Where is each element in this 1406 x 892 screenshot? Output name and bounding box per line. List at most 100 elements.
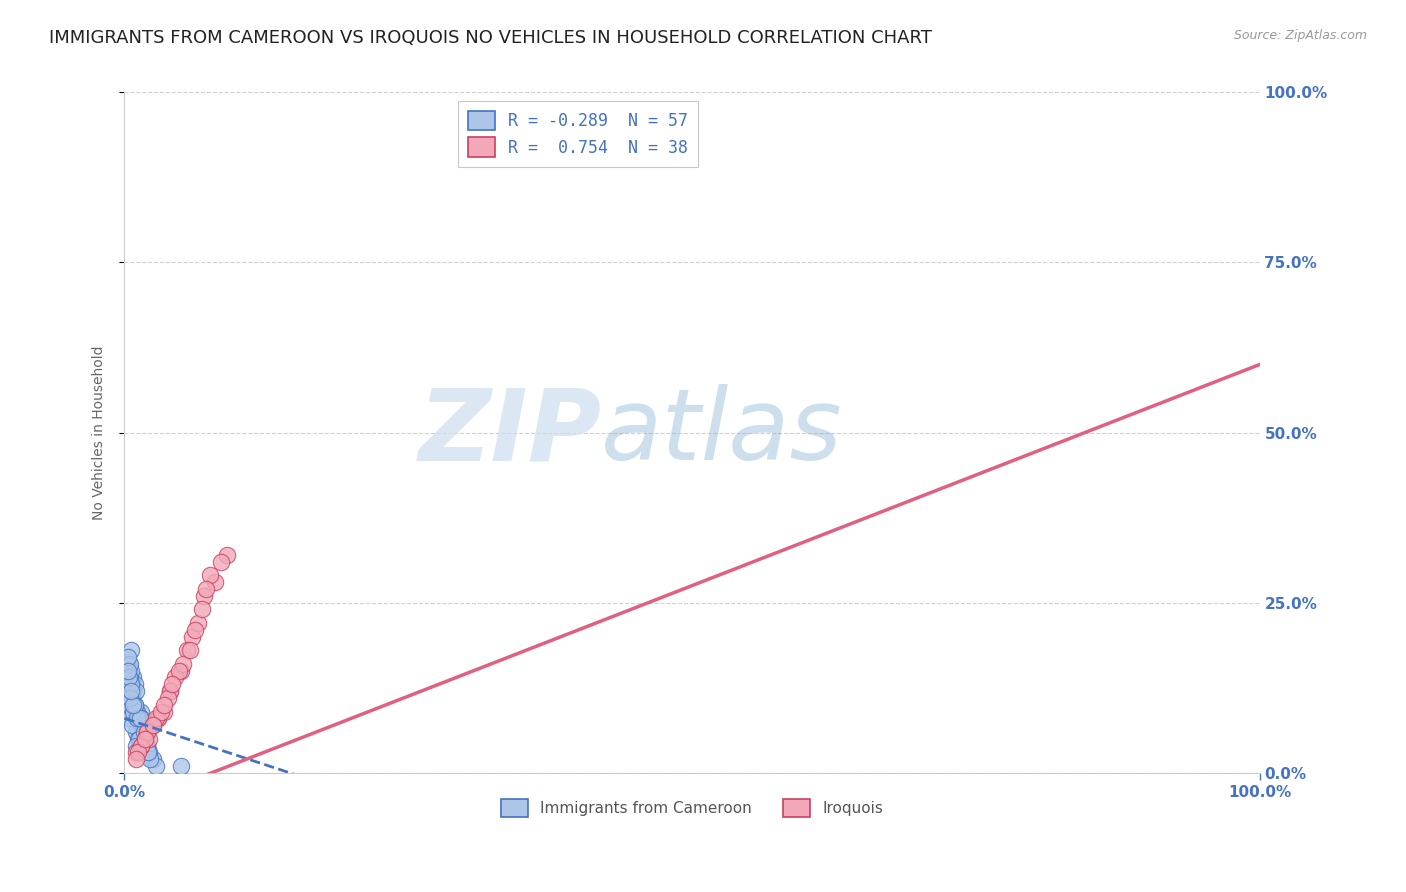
Point <box>179 643 201 657</box>
Point <box>159 684 181 698</box>
Point <box>120 677 142 691</box>
Point <box>118 711 141 725</box>
Point <box>134 725 156 739</box>
Point <box>184 623 207 637</box>
Point <box>172 657 194 671</box>
Point <box>118 698 141 712</box>
Point <box>125 711 148 725</box>
Point <box>190 602 212 616</box>
Point <box>125 705 148 719</box>
Point <box>131 718 153 732</box>
Point <box>139 752 162 766</box>
Point <box>165 671 187 685</box>
Point <box>120 671 142 685</box>
Point <box>176 643 198 657</box>
Point <box>131 711 153 725</box>
Point <box>142 718 165 732</box>
Point <box>159 684 181 698</box>
Point <box>198 568 221 582</box>
Point <box>148 711 170 725</box>
Point <box>125 745 148 759</box>
Point <box>120 664 142 678</box>
Point <box>121 690 143 705</box>
Point <box>142 752 165 766</box>
Point <box>215 548 238 562</box>
Point <box>125 711 148 725</box>
Point <box>132 725 155 739</box>
Point <box>170 664 193 678</box>
Point <box>145 759 167 773</box>
Point <box>117 664 139 678</box>
Point <box>125 684 148 698</box>
Point <box>129 711 152 725</box>
Point <box>118 657 141 671</box>
Point <box>170 759 193 773</box>
Point <box>145 711 167 725</box>
Point <box>132 725 155 739</box>
Point <box>128 739 150 753</box>
Point <box>122 698 145 712</box>
Point <box>131 739 153 753</box>
Point <box>122 671 145 685</box>
Point <box>125 711 148 725</box>
Point <box>125 739 148 753</box>
Point <box>120 698 142 712</box>
Point <box>149 705 172 719</box>
Text: IMMIGRANTS FROM CAMEROON VS IROQUOIS NO VEHICLES IN HOUSEHOLD CORRELATION CHART: IMMIGRANTS FROM CAMEROON VS IROQUOIS NO … <box>49 29 932 46</box>
Point <box>120 657 142 671</box>
Point <box>153 698 176 712</box>
Point <box>131 739 153 753</box>
Point <box>195 582 218 596</box>
Point <box>136 725 159 739</box>
Point <box>134 731 156 746</box>
Y-axis label: No Vehicles in Household: No Vehicles in Household <box>93 345 107 520</box>
Point <box>117 671 139 685</box>
Point <box>128 731 150 746</box>
Point <box>138 731 160 746</box>
Point <box>120 684 142 698</box>
Point <box>120 677 142 691</box>
Point <box>122 684 145 698</box>
Point <box>167 664 190 678</box>
Point <box>127 711 149 725</box>
Point <box>204 575 226 590</box>
Point <box>187 615 209 630</box>
Point <box>117 684 139 698</box>
Point <box>125 725 148 739</box>
Point <box>127 731 149 746</box>
Point <box>131 718 153 732</box>
Point <box>209 555 232 569</box>
Point <box>148 711 170 725</box>
Point <box>120 690 142 705</box>
Point <box>125 752 148 766</box>
Point <box>124 698 146 712</box>
Point <box>136 725 159 739</box>
Point <box>160 677 183 691</box>
Point <box>117 650 139 665</box>
Point <box>134 731 156 746</box>
Point <box>156 690 179 705</box>
Point <box>124 677 146 691</box>
Point <box>181 630 204 644</box>
Point <box>121 690 143 705</box>
Point <box>124 698 146 712</box>
Text: Source: ZipAtlas.com: Source: ZipAtlas.com <box>1233 29 1367 42</box>
Point <box>136 745 159 759</box>
Point <box>136 739 159 753</box>
Point <box>115 698 138 712</box>
Point <box>153 705 176 719</box>
Point <box>127 745 149 759</box>
Point <box>142 718 165 732</box>
Point <box>136 739 159 753</box>
Legend: Immigrants from Cameroon, Iroquois: Immigrants from Cameroon, Iroquois <box>495 793 890 823</box>
Text: atlas: atlas <box>602 384 842 481</box>
Point <box>120 643 142 657</box>
Point <box>122 705 145 719</box>
Point <box>193 589 215 603</box>
Point <box>121 718 143 732</box>
Point <box>134 731 156 746</box>
Text: ZIP: ZIP <box>418 384 602 481</box>
Point <box>138 745 160 759</box>
Point <box>129 731 152 746</box>
Point <box>118 671 141 685</box>
